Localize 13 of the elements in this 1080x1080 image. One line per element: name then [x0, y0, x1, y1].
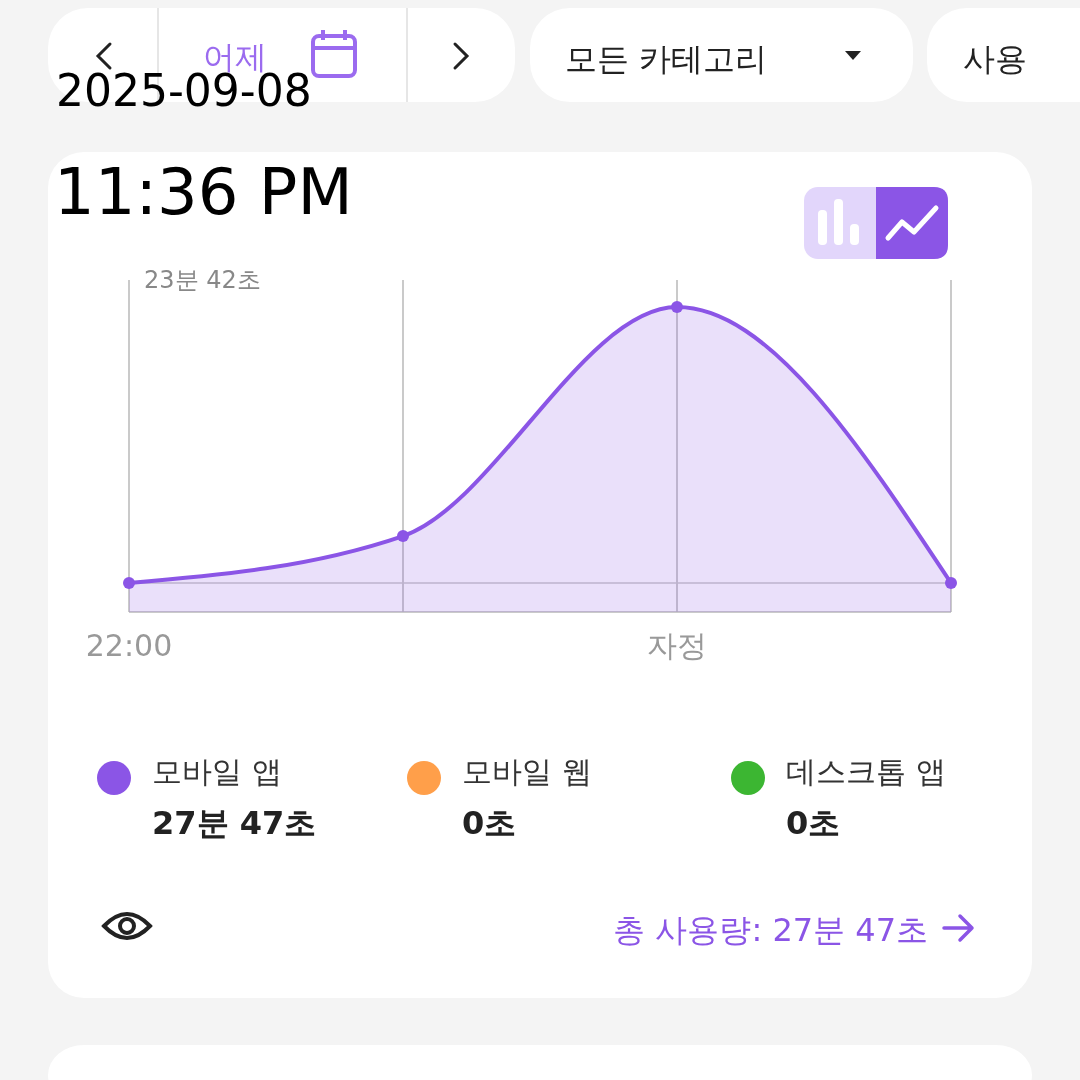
text: 11:36 PM [54, 155, 353, 229]
text: 0초 [786, 804, 841, 842]
x-tick-label: 자정 [647, 628, 707, 663]
x-tick-label: 22:00 [85, 628, 173, 663]
legend-label: 데스크톱 앱 [786, 754, 946, 789]
text: 0초 [462, 804, 517, 842]
legend-label: 모바일 웹 [462, 754, 592, 789]
legend-label: 모바일 앱 [152, 754, 282, 789]
text: 총 사용량: 27분 47초 [613, 911, 928, 949]
text: 27분 47초 [152, 804, 317, 842]
text: 23분 42초 [144, 266, 261, 294]
text: 모든 카테고리 [565, 40, 768, 78]
text: 사용 [963, 40, 1027, 78]
